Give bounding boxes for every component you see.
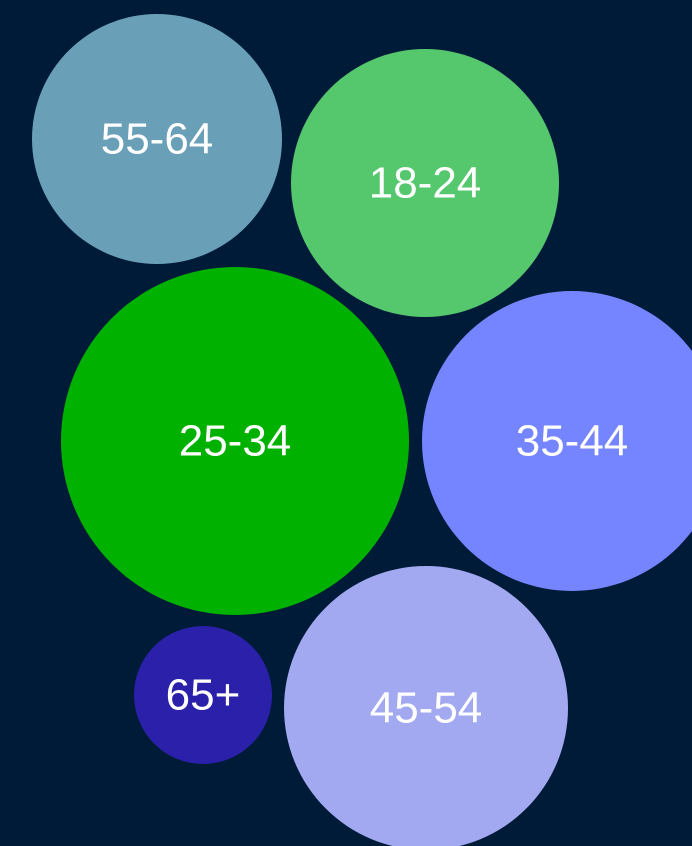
bubble-45-54	[284, 566, 568, 846]
bubble-65-plus	[134, 626, 272, 764]
bubble-55-64	[32, 14, 282, 264]
bubble-25-34	[61, 267, 409, 615]
bubble-label-55-64: 55-64	[101, 115, 214, 164]
bubble-label-45-54: 45-54	[370, 684, 483, 733]
bubble-18-24	[291, 49, 559, 317]
bubble-label-35-44: 35-44	[516, 417, 629, 466]
bubble-label-25-34: 25-34	[179, 417, 292, 466]
bubble-35-44	[422, 291, 692, 591]
bubble-label-18-24: 18-24	[369, 159, 482, 208]
bubble-group: 55-64 18-24 25-34 35-44 65+ 45-54	[32, 14, 692, 846]
bubble-label-65-plus: 65+	[166, 671, 241, 720]
